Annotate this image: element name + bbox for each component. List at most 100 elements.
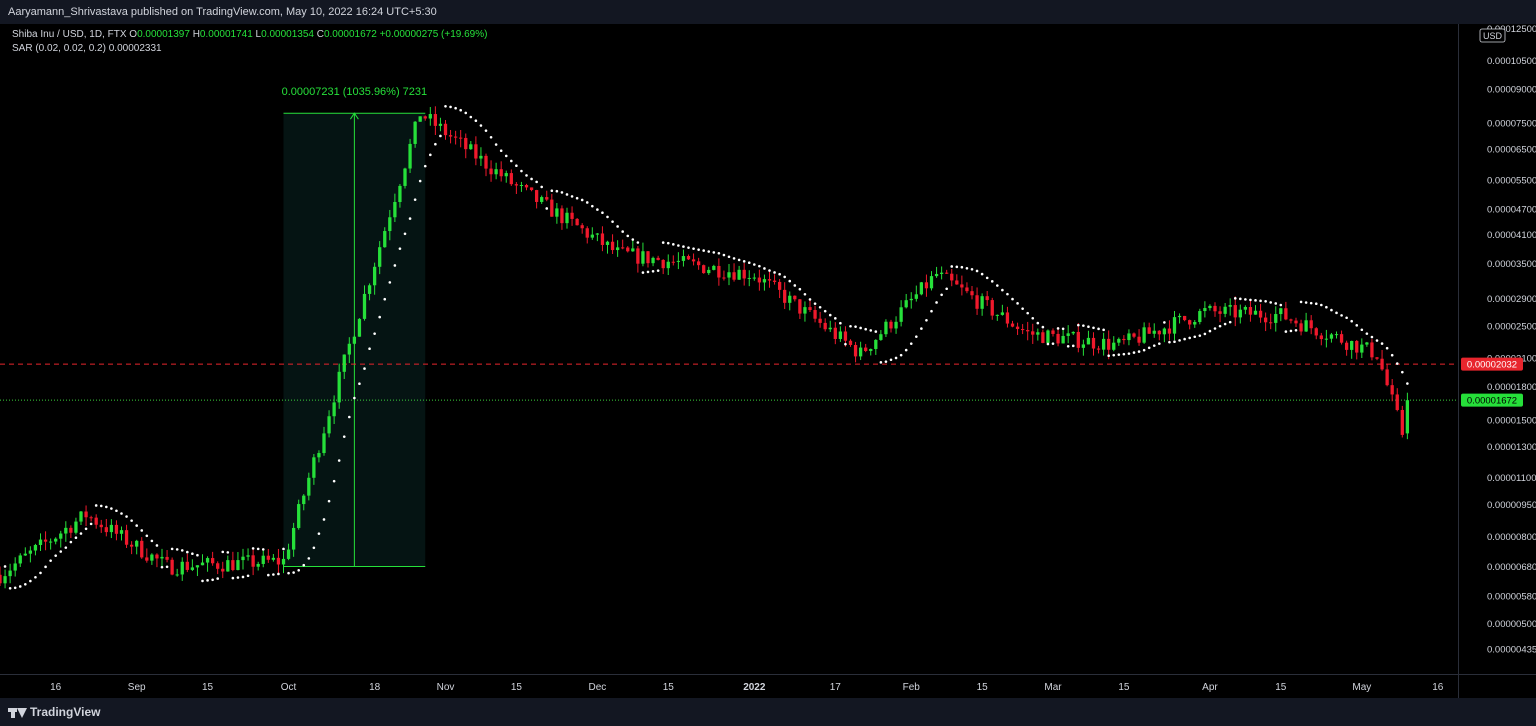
candle-body — [1263, 317, 1268, 323]
time-label: Sep — [128, 682, 146, 693]
candle-body — [438, 123, 443, 126]
sar-dot — [130, 519, 133, 522]
candle-body — [641, 251, 645, 264]
candle-body — [418, 116, 422, 122]
sar-dot — [39, 571, 42, 575]
sar-dot — [692, 247, 695, 250]
horizontal-lines[interactable] — [0, 363, 1458, 401]
chart-pane[interactable]: 0.00007231 (1035.96%) 7231 — [0, 24, 1458, 674]
sar-dot — [105, 505, 108, 509]
sar-dot — [565, 193, 569, 196]
candle-body — [1248, 307, 1253, 315]
candle-body — [666, 261, 670, 269]
legend-symbol[interactable]: Shiba Inu / USD, 1D, FTX — [12, 29, 127, 40]
sar-dot — [79, 532, 83, 535]
candle-body — [1142, 327, 1146, 343]
sar-dot — [591, 204, 594, 208]
time-label: 16 — [1432, 682, 1444, 693]
candle-body — [955, 280, 959, 285]
sar-dot — [920, 327, 923, 330]
sar-dot — [231, 576, 235, 580]
candle-body — [48, 541, 53, 543]
chart-svg[interactable]: 0.00007231 (1035.96%) 7231 — [0, 24, 1458, 674]
sar-dot — [89, 522, 93, 526]
publish-bar: Aaryamann_Shrivastava published on Tradi… — [0, 0, 1536, 24]
sar-dot — [504, 154, 508, 158]
sar-dot — [145, 534, 149, 538]
sar-dot — [778, 272, 781, 276]
sar-dot — [155, 544, 159, 547]
publish-line: Aaryamann_Shrivastava published on Tradi… — [8, 6, 437, 18]
candle-body — [939, 272, 944, 274]
sar-dot — [915, 335, 918, 338]
sar-dot — [165, 565, 169, 569]
candle-body — [1112, 342, 1116, 350]
candle-body — [1400, 409, 1404, 435]
sar-dot — [940, 293, 943, 297]
sar-dot — [1152, 344, 1156, 347]
candle-body — [433, 114, 438, 126]
candle-body — [1046, 330, 1050, 343]
sar-dot — [1208, 329, 1212, 333]
candle-body — [1375, 357, 1379, 359]
candle-body — [327, 416, 331, 434]
candle-body — [195, 565, 200, 568]
candle-body — [889, 321, 893, 329]
sar-dot — [479, 124, 483, 127]
candle-body — [636, 248, 640, 264]
candle-body — [1218, 311, 1222, 314]
candle-body — [443, 123, 448, 136]
candle-body — [43, 539, 48, 542]
legend-high-key: H — [192, 29, 200, 40]
time-axis[interactable]: 16 Sep 15 Oct 18 Nov 15 Dec 15 2022 17 Feb 15 Mar 15 Ap… — [0, 674, 1458, 698]
sar-dot — [909, 342, 913, 345]
sar-dot — [201, 579, 204, 583]
candle-body — [1107, 338, 1111, 350]
sar-dot — [1325, 305, 1328, 309]
candle-body — [1000, 312, 1005, 315]
sar-dot — [520, 169, 523, 173]
sar-dot — [59, 550, 63, 553]
legend-high-value: 0.00001741 — [199, 29, 253, 40]
candle-body — [1081, 344, 1086, 348]
candle-body — [550, 199, 554, 217]
sar-dot — [570, 195, 574, 198]
candle-body — [464, 137, 468, 150]
sar-dot — [656, 269, 660, 272]
indicator-name[interactable]: SAR (0.02, 0.02, 0.2) — [12, 43, 106, 54]
candle-body — [1162, 328, 1167, 335]
sar-dot — [135, 524, 138, 527]
time-label: Dec — [588, 682, 606, 693]
currency-badge[interactable]: USD — [1483, 31, 1503, 41]
candle-body — [1395, 394, 1399, 410]
candle-body — [1157, 330, 1161, 335]
price-label: 0.00007500 — [1487, 118, 1536, 129]
candle-body — [221, 568, 225, 572]
sar-dot — [646, 270, 650, 274]
candle-body — [605, 241, 610, 245]
candle-body — [1041, 332, 1045, 343]
sar-dot — [1370, 335, 1374, 339]
sar-dot — [727, 255, 731, 259]
sar-dot — [869, 329, 873, 332]
red-price-badge-text: 0.00002032 — [1467, 360, 1517, 371]
sar-dot — [737, 258, 741, 262]
sar-dot — [1289, 329, 1293, 333]
sar-dot — [813, 302, 817, 305]
candle-body — [555, 208, 559, 217]
price-axis[interactable]: 0.00012500 0.00010500 0.00009000 0.00007500… — [1458, 24, 1536, 674]
candle-body — [1350, 340, 1354, 350]
candle-body — [985, 296, 989, 301]
candle-body — [909, 298, 913, 301]
tradingview-logo[interactable]: TradingView — [8, 705, 100, 719]
sar-dot — [499, 149, 503, 152]
candle-body — [180, 561, 184, 575]
sar-dot — [1158, 342, 1161, 345]
candle-body — [469, 144, 473, 150]
sar-dot — [1046, 342, 1050, 346]
sar-dot — [378, 315, 381, 319]
sar-dot — [74, 536, 78, 539]
candle-body — [1243, 307, 1248, 310]
candle-body — [1091, 337, 1096, 349]
sar-dot — [904, 348, 908, 352]
